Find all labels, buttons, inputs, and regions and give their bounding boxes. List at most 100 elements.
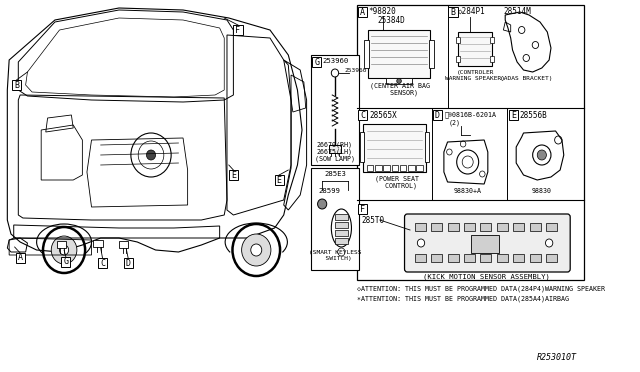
Circle shape <box>397 78 401 83</box>
Circle shape <box>60 245 68 255</box>
Text: E: E <box>511 110 516 119</box>
Bar <box>93 240 102 247</box>
Bar <box>124 258 132 268</box>
Bar <box>481 254 492 262</box>
Bar <box>464 223 475 231</box>
Text: ∗ATTENTION: THIS MUST BE PROGRAMMED DATA(285A4)AIRBAG: ∗ATTENTION: THIS MUST BE PROGRAMMED DATA… <box>357 295 569 301</box>
Bar <box>358 110 367 120</box>
Text: 98830+A: 98830+A <box>454 188 482 194</box>
Text: *98820: *98820 <box>369 7 397 16</box>
Text: B: B <box>14 80 19 90</box>
Bar <box>392 165 398 171</box>
Bar <box>513 254 524 262</box>
Bar <box>358 7 367 17</box>
Text: A: A <box>360 7 365 16</box>
Text: G: G <box>314 58 319 67</box>
Bar <box>364 40 369 68</box>
Text: E: E <box>276 176 282 185</box>
Bar <box>547 254 557 262</box>
Text: (SMART KEYLESS
  SWITCH): (SMART KEYLESS SWITCH) <box>308 250 361 261</box>
Bar <box>57 241 66 248</box>
Text: D: D <box>125 259 131 267</box>
Bar <box>364 124 426 172</box>
Text: (KICK MOTION SENSOR ASSEMBLY): (KICK MOTION SENSOR ASSEMBLY) <box>424 274 550 280</box>
Bar <box>464 254 475 262</box>
Text: C: C <box>360 110 365 119</box>
Bar <box>458 32 492 66</box>
Text: R253010T: R253010T <box>536 353 577 362</box>
Bar <box>15 253 25 263</box>
Text: A: A <box>18 253 22 263</box>
Text: (SOW LAMP): (SOW LAMP) <box>315 155 355 161</box>
Circle shape <box>51 236 77 264</box>
Bar <box>513 223 524 231</box>
Text: B: B <box>451 7 456 16</box>
Bar <box>547 223 557 231</box>
Bar <box>61 257 70 267</box>
Text: E: E <box>231 170 236 180</box>
Text: D: D <box>435 110 440 119</box>
Text: (2): (2) <box>449 119 460 125</box>
Bar <box>386 78 412 84</box>
Text: (CENTER AIR BAG
  SENSOR): (CENTER AIR BAG SENSOR) <box>370 82 430 96</box>
Bar <box>360 132 364 162</box>
Bar <box>229 170 238 180</box>
Bar <box>509 110 518 120</box>
Text: (ADAS BRACKET): (ADAS BRACKET) <box>500 76 552 81</box>
Bar <box>335 222 348 228</box>
Text: 28514M: 28514M <box>504 7 531 16</box>
Bar <box>490 56 494 62</box>
Bar <box>429 40 434 68</box>
FancyBboxPatch shape <box>328 145 341 153</box>
Bar <box>368 30 430 78</box>
Bar <box>275 175 284 185</box>
Bar <box>119 241 128 248</box>
Text: Ⓢ®0816B-6201A: Ⓢ®0816B-6201A <box>445 111 497 118</box>
Text: F: F <box>236 26 241 35</box>
Bar <box>357 5 584 280</box>
Text: 253960: 253960 <box>344 68 367 73</box>
Bar <box>367 165 373 171</box>
Bar <box>415 254 426 262</box>
Text: 285E3: 285E3 <box>324 171 346 177</box>
Circle shape <box>481 239 489 247</box>
Bar <box>358 204 367 214</box>
Circle shape <box>545 239 553 247</box>
Circle shape <box>537 150 547 160</box>
Text: C: C <box>100 259 105 267</box>
Bar <box>481 223 492 231</box>
Text: 28556B: 28556B <box>519 111 547 120</box>
Bar <box>417 165 423 171</box>
Bar <box>383 165 390 171</box>
Circle shape <box>417 239 425 247</box>
Text: (POWER SEAT
  CONTROL): (POWER SEAT CONTROL) <box>375 175 419 189</box>
Text: ◇284P1: ◇284P1 <box>458 7 485 16</box>
Text: 26670(RH)
26675(LH): 26670(RH) 26675(LH) <box>317 141 353 155</box>
Text: ◇ATTENTION: THIS MUST BE PROGRAMMED DATA(284P4)WARNING SPEAKER: ◇ATTENTION: THIS MUST BE PROGRAMMED DATA… <box>357 285 605 292</box>
Text: G: G <box>63 257 68 266</box>
Bar <box>408 165 415 171</box>
Bar <box>425 132 429 162</box>
Bar <box>490 37 494 43</box>
Bar <box>447 223 458 231</box>
Bar <box>335 230 348 236</box>
Bar <box>471 235 499 253</box>
Bar <box>234 25 243 35</box>
Bar <box>335 214 348 220</box>
Text: 253960: 253960 <box>322 58 348 64</box>
Bar <box>375 165 381 171</box>
Bar <box>431 254 442 262</box>
Bar <box>433 110 442 120</box>
Text: 28565X: 28565X <box>370 111 397 120</box>
Bar <box>335 238 348 244</box>
Text: 98830: 98830 <box>532 188 552 194</box>
Bar <box>311 168 359 270</box>
Text: 28599: 28599 <box>319 188 340 194</box>
Text: F: F <box>360 205 365 214</box>
Circle shape <box>147 150 156 160</box>
Bar <box>311 55 359 165</box>
Bar <box>456 37 460 43</box>
Bar <box>12 80 21 90</box>
Bar <box>400 165 406 171</box>
Bar <box>497 223 508 231</box>
